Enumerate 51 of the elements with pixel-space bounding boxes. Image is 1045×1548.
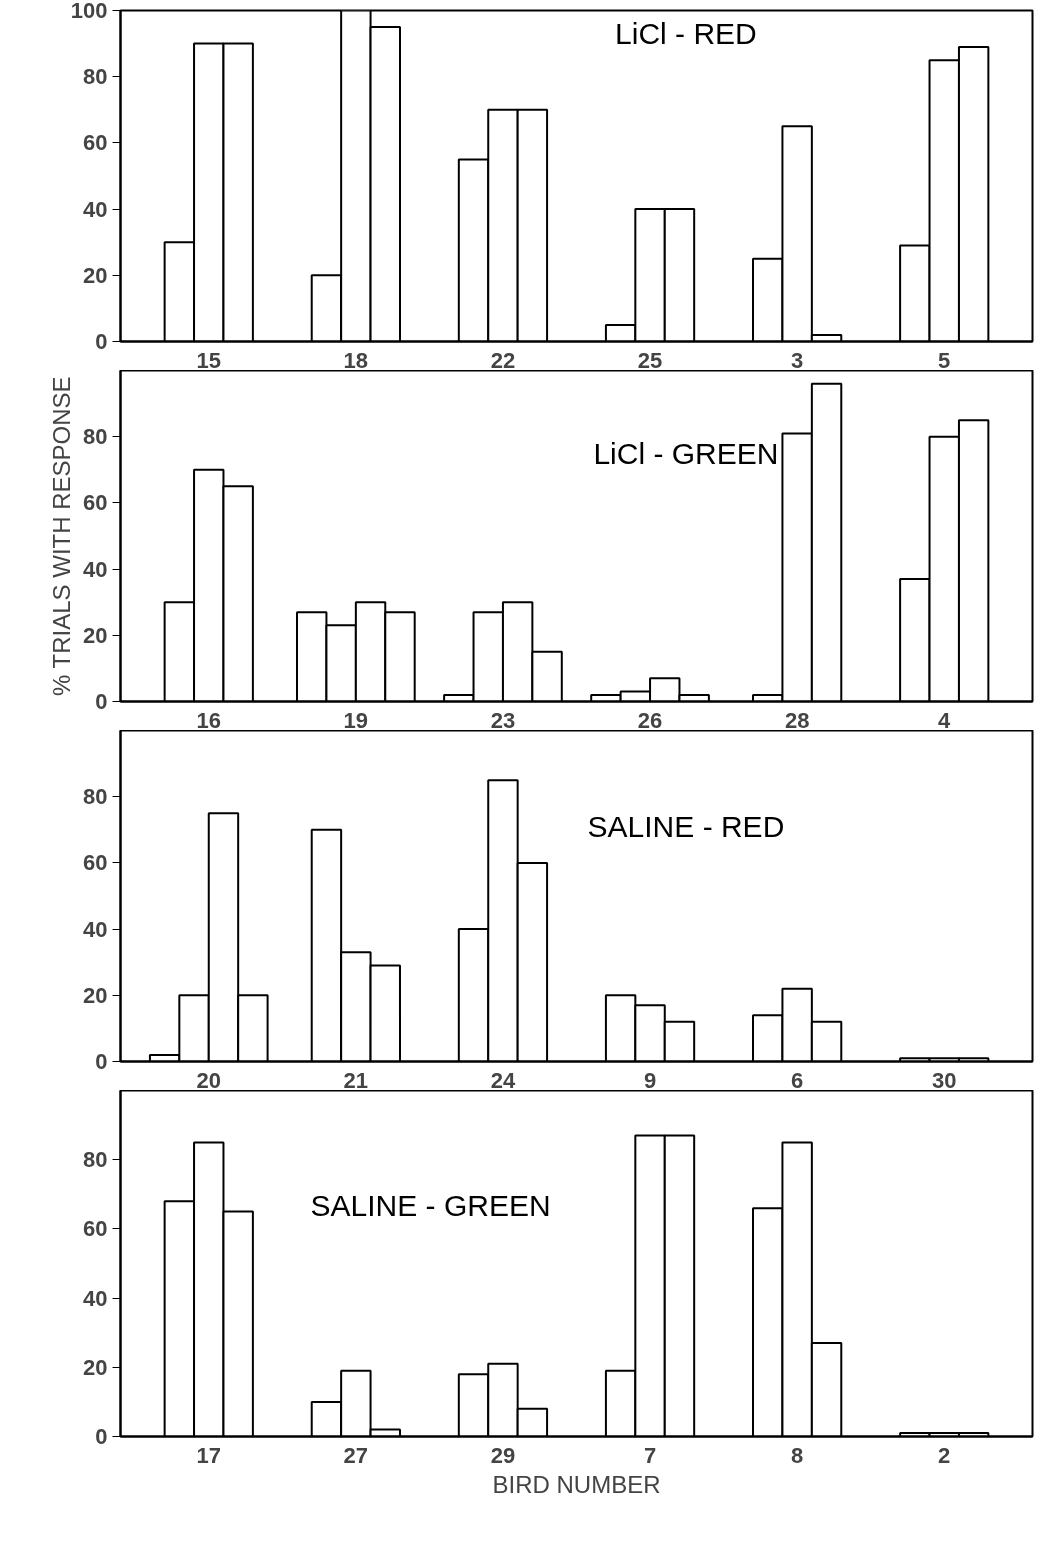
y-tick-label: 80 bbox=[83, 424, 108, 450]
text: SALINE - RED bbox=[587, 810, 785, 844]
text: SALINE - GREEN bbox=[310, 1188, 551, 1222]
x-tick-label: 4 bbox=[938, 707, 952, 733]
chart-title: LiCl - RED bbox=[615, 17, 757, 51]
y-tick-label: 0 bbox=[95, 689, 108, 714]
x-tick-label: 28 bbox=[784, 707, 810, 733]
x-tick-label: 22 bbox=[490, 347, 516, 373]
y-tick-label: 60 bbox=[83, 130, 108, 156]
y-tick-label: 40 bbox=[83, 916, 108, 942]
x-tick-label: 29 bbox=[490, 1442, 516, 1468]
x-tick-label: 6 bbox=[791, 1067, 804, 1093]
text: LiCl - GREEN bbox=[593, 436, 779, 470]
x-tick-label: 9 bbox=[643, 1067, 657, 1093]
x-tick-label: 16 bbox=[196, 707, 222, 733]
x-tick-label: 19 bbox=[343, 707, 369, 733]
y-tick-label: 20 bbox=[83, 1354, 108, 1380]
x-tick-label: 15 bbox=[196, 347, 222, 373]
y-tick-label: 20 bbox=[83, 982, 108, 1008]
y-tick-label: 100 bbox=[70, 0, 108, 23]
y-tick-label: 20 bbox=[83, 262, 108, 288]
x-tick-label: 24 bbox=[490, 1067, 516, 1093]
y-tick-label: 40 bbox=[83, 556, 108, 582]
x-tick-label: 3 bbox=[791, 347, 804, 373]
x-tick-label: 17 bbox=[196, 1442, 222, 1468]
x-tick-label: 7 bbox=[643, 1442, 657, 1468]
y-tick-label: 60 bbox=[83, 850, 108, 876]
y-tick-label: 80 bbox=[83, 784, 108, 810]
x-tick-label: 5 bbox=[938, 347, 951, 373]
y-tick-label: 40 bbox=[83, 196, 108, 222]
x-tick-label: 26 bbox=[637, 707, 663, 733]
x-axis-title: BIRD NUMBER bbox=[492, 1470, 661, 1498]
x-tick-label: 30 bbox=[932, 1067, 957, 1093]
x-tick-label: 20 bbox=[196, 1067, 222, 1093]
x-tick-label: 8 bbox=[791, 1442, 804, 1468]
x-tick-label: 2 bbox=[938, 1442, 951, 1468]
y-tick-label: 20 bbox=[83, 622, 108, 648]
x-tick-label: 18 bbox=[343, 347, 369, 373]
x-tick-label: 23 bbox=[490, 707, 516, 733]
y-axis-title: % TRIALS WITH RESPONSE bbox=[48, 376, 76, 697]
y-tick-label: 0 bbox=[95, 1049, 108, 1074]
y-tick-label: 40 bbox=[83, 1285, 108, 1311]
x-tick-label: 25 bbox=[637, 347, 663, 373]
x-tick-label: 21 bbox=[343, 1067, 369, 1093]
y-tick-label: 60 bbox=[83, 1216, 108, 1242]
y-tick-label: 0 bbox=[95, 329, 108, 354]
y-tick-label: 80 bbox=[83, 64, 108, 90]
y-tick-label: 0 bbox=[95, 1424, 108, 1449]
x-tick-label: 27 bbox=[343, 1442, 369, 1468]
y-tick-label: 80 bbox=[83, 1147, 108, 1173]
y-tick-label: 60 bbox=[83, 490, 108, 516]
